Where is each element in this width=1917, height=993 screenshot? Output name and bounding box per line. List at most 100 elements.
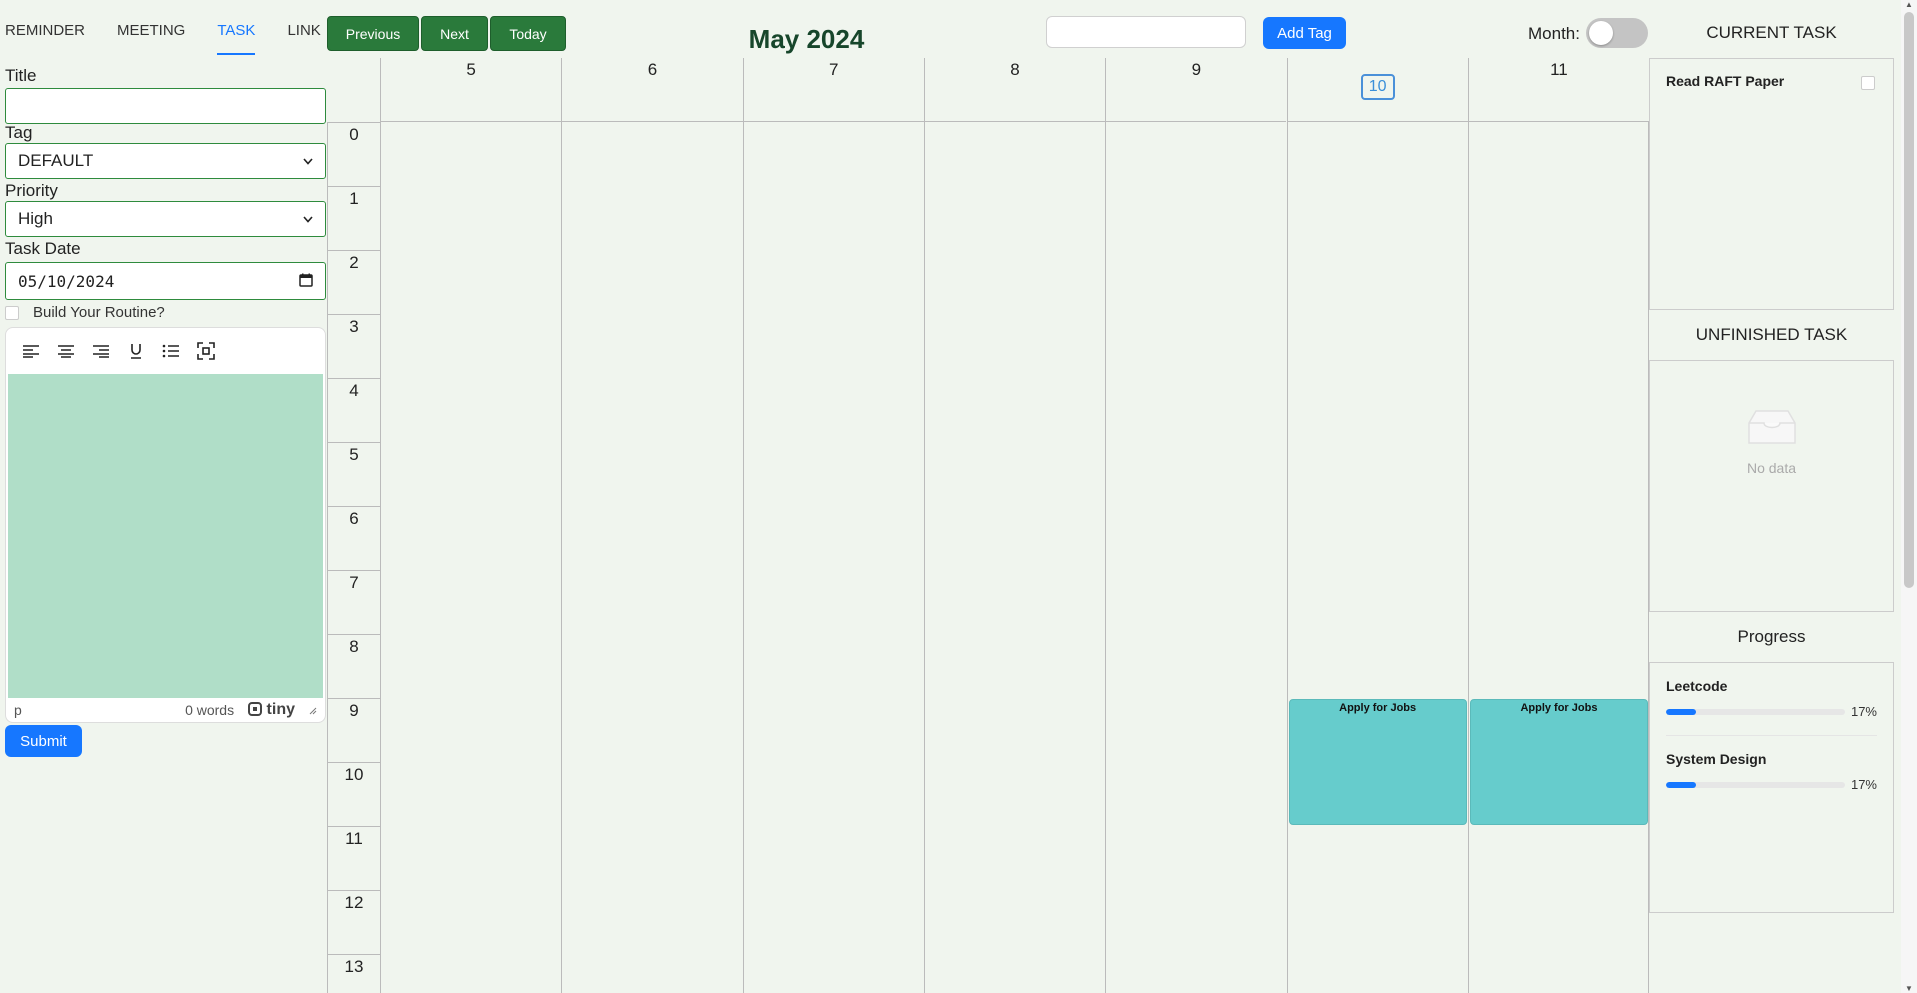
day-column[interactable] [1286, 122, 1468, 993]
day-header[interactable]: 6 [561, 58, 743, 122]
progress-percent: 17% [1850, 704, 1877, 719]
align-left-icon[interactable] [22, 342, 40, 360]
progress-fill [1666, 708, 1697, 715]
progress-item: System Design 17% [1666, 751, 1877, 792]
priority-label: Priority [5, 181, 58, 200]
toggle-knob [1589, 21, 1613, 45]
underline-icon[interactable] [127, 342, 145, 360]
submit-button[interactable]: Submit [5, 725, 82, 757]
scroll-down-icon[interactable]: ▼ [1905, 984, 1913, 993]
tab-link[interactable]: LINK [287, 22, 321, 39]
tag-label: Tag [5, 123, 33, 142]
element-path[interactable]: p [14, 702, 22, 718]
editor-content[interactable] [8, 374, 323, 698]
month-toggle[interactable] [1586, 18, 1648, 48]
progress-name: System Design [1666, 751, 1767, 767]
tag-select[interactable]: DEFAULT [5, 143, 326, 179]
day-number: 11 [1550, 60, 1568, 79]
task-date-input[interactable]: 05/10/2024 [5, 262, 326, 300]
scrollbar-thumb[interactable] [1904, 12, 1914, 588]
next-button[interactable]: Next [421, 16, 488, 51]
day-column[interactable] [380, 122, 561, 993]
empty-inbox-icon [1747, 410, 1796, 449]
progress-name: Leetcode [1666, 678, 1728, 694]
title-input[interactable] [5, 88, 326, 124]
week-calendar: 5 6 7 8 9 10 11 0 1 2 3 4 5 6 7 8 9 10 11 12 13 Apply for Job… [327, 58, 1650, 993]
routine-label: Build Your Routine? [33, 304, 165, 321]
hour-label: 7 [327, 570, 380, 634]
day-header[interactable]: 9 [1105, 58, 1287, 122]
progress-title: Progress [1737, 627, 1806, 646]
hour-label: 4 [327, 378, 380, 442]
align-right-icon[interactable] [92, 342, 110, 360]
fullscreen-icon[interactable] [197, 342, 215, 360]
hour-label: 2 [327, 250, 380, 314]
hour-label: 13 [327, 954, 380, 993]
calendar-event[interactable]: Apply for Jobs [1469, 699, 1649, 825]
progress-item: Leetcode 17% [1666, 678, 1877, 719]
scroll-up-icon[interactable]: ▲ [1905, 0, 1913, 9]
day-header[interactable]: 8 [923, 58, 1106, 122]
previous-button[interactable]: Previous [327, 16, 419, 51]
align-center-icon[interactable] [57, 342, 75, 360]
hour-label: 10 [327, 762, 380, 826]
tab-reminder[interactable]: REMINDER [5, 22, 86, 39]
title-label: Title [5, 66, 37, 85]
hour-label: 6 [327, 506, 380, 570]
progress-divider [1666, 735, 1877, 736]
tab-task[interactable]: TASK [211, 1, 256, 55]
day-header[interactable]: 7 [742, 58, 924, 122]
tiny-brand-text: tiny [266, 701, 295, 718]
resize-handle-icon[interactable] [309, 702, 317, 718]
word-count[interactable]: 0 words [185, 702, 235, 718]
day-number: 10 [1360, 74, 1395, 100]
task-date-label: Task Date [5, 239, 81, 258]
day-header[interactable]: 11 [1467, 58, 1650, 122]
day-header[interactable]: 10 [1286, 58, 1468, 122]
progress-bar [1666, 708, 1845, 715]
bullet-list-icon[interactable] [162, 342, 180, 360]
routine-checkbox[interactable] [5, 305, 19, 320]
calendar-event[interactable]: Apply for Jobs [1288, 699, 1467, 825]
today-button[interactable]: Today [490, 16, 566, 51]
progress-list: Leetcode 17% System Design 17% [1649, 662, 1894, 913]
day-column[interactable] [742, 122, 924, 993]
tiny-logo[interactable]: tiny [248, 701, 295, 719]
calendar-title: May 2024 [748, 24, 865, 54]
task-form: Title Tag DEFAULT Priority High Task Dat… [5, 66, 326, 757]
hour-label: 0 [327, 122, 380, 186]
day-number: 7 [829, 60, 839, 79]
hour-label: 5 [327, 442, 380, 506]
hour-label: 9 [327, 698, 380, 762]
current-task-title: CURRENT TASK [1706, 23, 1837, 42]
unfinished-task-list: No data [1649, 360, 1894, 612]
chevron-down-icon [303, 154, 313, 168]
calendar-icon[interactable] [299, 272, 313, 291]
rich-text-editor: p 0 words tiny [5, 327, 326, 723]
day-number: 8 [1010, 60, 1020, 79]
current-task-item: Read RAFT Paper [1666, 73, 1785, 89]
day-column[interactable] [561, 122, 742, 993]
day-number: 5 [466, 60, 476, 79]
day-header[interactable]: 5 [380, 58, 562, 122]
progress-percent: 17% [1850, 777, 1877, 792]
tag-select-value: DEFAULT [18, 151, 94, 170]
tag-input[interactable] [1046, 16, 1246, 48]
current-task-list: Read RAFT Paper [1649, 58, 1894, 310]
editor-toolbar [6, 328, 325, 374]
task-done-checkbox[interactable] [1861, 76, 1875, 90]
hour-label: 1 [327, 186, 380, 250]
day-column[interactable] [1467, 122, 1650, 993]
progress-bar [1666, 781, 1845, 788]
priority-select[interactable]: High [5, 201, 326, 237]
hour-label: 12 [327, 890, 380, 954]
tab-meeting[interactable]: MEETING [117, 22, 186, 39]
editor-statusbar: p 0 words tiny [6, 698, 325, 722]
add-tag-button[interactable]: Add Tag [1263, 17, 1346, 49]
empty-text: No data [1746, 460, 1797, 476]
page-scrollbar[interactable]: ▲ ▼ [1901, 0, 1917, 993]
day-column[interactable] [923, 122, 1105, 993]
mode-tabs: REMINDER MEETING TASK LINK [0, 0, 347, 56]
chevron-down-icon [303, 212, 313, 226]
day-column[interactable] [1105, 122, 1286, 993]
